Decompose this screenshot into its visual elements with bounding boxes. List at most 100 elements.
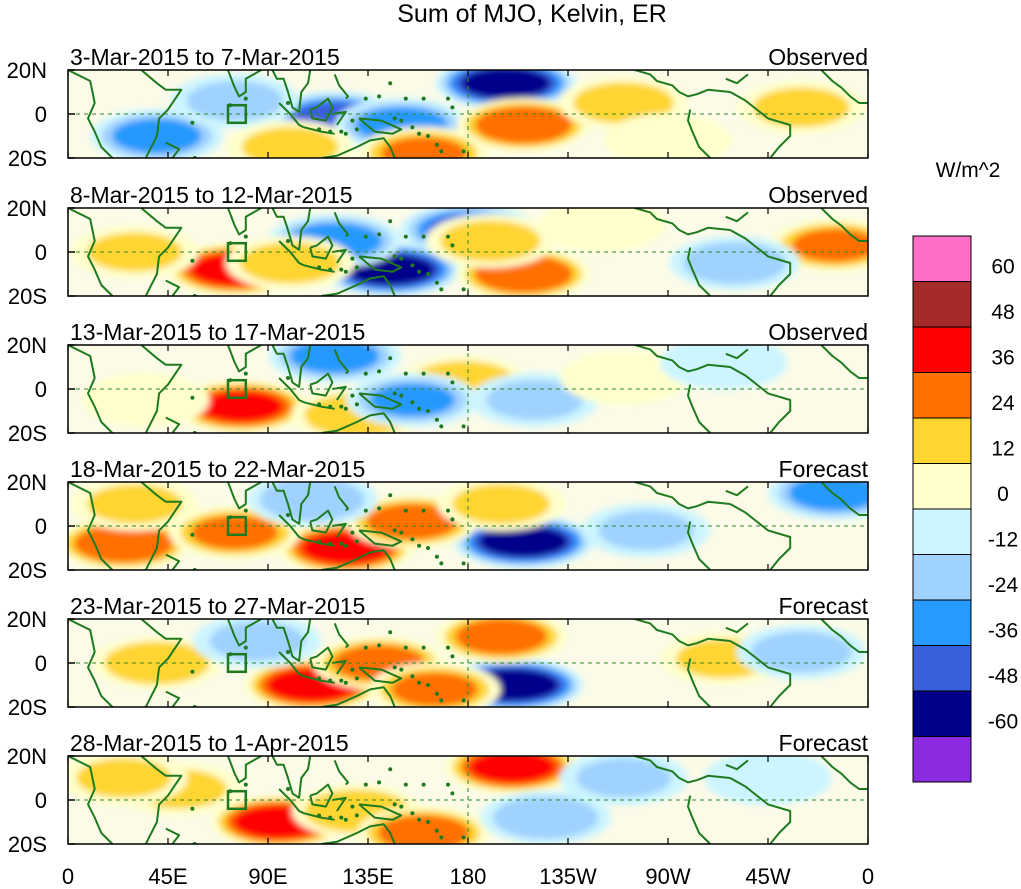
coastline <box>321 275 396 296</box>
anomaly-contour <box>87 484 183 524</box>
panel-kind-label: Observed <box>768 44 868 70</box>
coastline <box>725 73 749 85</box>
island <box>328 541 333 546</box>
colorbar-swatch <box>912 281 972 328</box>
colorbar-swatch <box>912 554 972 601</box>
island <box>350 667 355 672</box>
anomaly-blobs <box>68 482 868 570</box>
y-tick-label: 0 <box>35 514 47 539</box>
coastline <box>687 109 711 158</box>
island <box>410 537 415 542</box>
island <box>339 267 344 272</box>
coastline <box>309 372 334 397</box>
island <box>399 530 404 535</box>
colorbar-swatch <box>912 599 972 646</box>
coastline <box>68 619 114 707</box>
island <box>377 506 382 511</box>
coastline <box>333 74 349 100</box>
coastline <box>140 482 183 570</box>
coastline <box>140 619 183 707</box>
coastline <box>333 760 349 786</box>
island <box>450 791 455 796</box>
coastline <box>194 345 262 373</box>
panel: 20N 0 20S 28-Mar-2015 to 1-Apr-2015 Forecast <box>7 730 869 857</box>
coastline <box>358 255 403 273</box>
coastline <box>358 529 403 547</box>
colorbar-swatch <box>912 690 972 737</box>
island <box>410 400 415 405</box>
coastline <box>271 756 312 799</box>
coastline <box>271 70 312 113</box>
island <box>343 680 348 685</box>
anomaly-field <box>90 70 866 158</box>
island <box>388 767 393 772</box>
coastline <box>321 686 396 707</box>
colorbar-label: 12 <box>991 438 1014 461</box>
anomaly-contour <box>76 758 172 798</box>
island <box>377 232 382 237</box>
island <box>388 219 393 224</box>
coastline <box>729 640 792 707</box>
island <box>190 395 195 400</box>
coastlines <box>68 482 868 570</box>
island <box>339 678 344 683</box>
island <box>343 131 348 136</box>
anomaly-contour <box>469 756 556 783</box>
island <box>377 94 382 99</box>
index-region-box <box>226 652 248 674</box>
island <box>403 782 408 787</box>
coastline <box>725 211 749 223</box>
panel-kind-label: Forecast <box>779 456 869 482</box>
panel-period-label: 13-Mar-2015 to 17-Mar-2015 <box>70 319 365 345</box>
coastline <box>687 247 711 296</box>
island <box>388 81 393 86</box>
island <box>439 424 444 429</box>
coastline <box>634 345 731 373</box>
island <box>286 239 290 243</box>
y-tick-label: 20S <box>8 558 47 583</box>
island <box>421 645 426 650</box>
island <box>354 539 359 544</box>
x-tick-label: 0 <box>62 864 74 889</box>
coastline <box>634 756 731 784</box>
island <box>354 813 359 818</box>
island <box>426 272 430 276</box>
island <box>377 780 382 785</box>
island <box>434 142 439 147</box>
island <box>363 508 368 513</box>
panel: 20N 0 20S 13-Mar-2015 to 17-Mar-2015 Observe… <box>7 319 869 446</box>
x-tick-label: 0 <box>862 864 874 889</box>
island <box>339 541 344 546</box>
coastline <box>332 796 347 812</box>
y-tick-label: 0 <box>35 377 47 402</box>
anomaly-contour <box>82 373 210 427</box>
island <box>377 643 382 648</box>
anomaly-contour <box>381 137 466 158</box>
island <box>350 393 355 398</box>
colorbar-swatch <box>912 372 972 419</box>
island <box>410 125 415 130</box>
island <box>426 683 430 687</box>
coastline <box>321 137 396 158</box>
coastline <box>333 486 349 512</box>
anomaly-contour <box>560 351 688 405</box>
island <box>434 828 439 833</box>
anomaly-contour <box>751 631 852 673</box>
island <box>350 804 355 809</box>
island <box>190 120 195 125</box>
panel: 20N 0 20S 8-Mar-2015 to 12-Mar-2015 Observed <box>7 182 869 309</box>
panel-kind-label: Observed <box>768 319 868 345</box>
colorbar-label: -12 <box>988 529 1018 552</box>
island <box>392 391 397 396</box>
panel-period-label: 8-Mar-2015 to 12-Mar-2015 <box>70 182 353 208</box>
island <box>363 96 368 101</box>
coastline <box>332 110 347 126</box>
coastline <box>321 412 396 433</box>
coastline <box>278 240 305 267</box>
colorbar-label: 48 <box>991 301 1014 324</box>
y-tick-label: 20N <box>7 333 47 358</box>
island <box>350 118 355 123</box>
anomaly-contour <box>788 482 868 511</box>
island <box>417 543 422 548</box>
